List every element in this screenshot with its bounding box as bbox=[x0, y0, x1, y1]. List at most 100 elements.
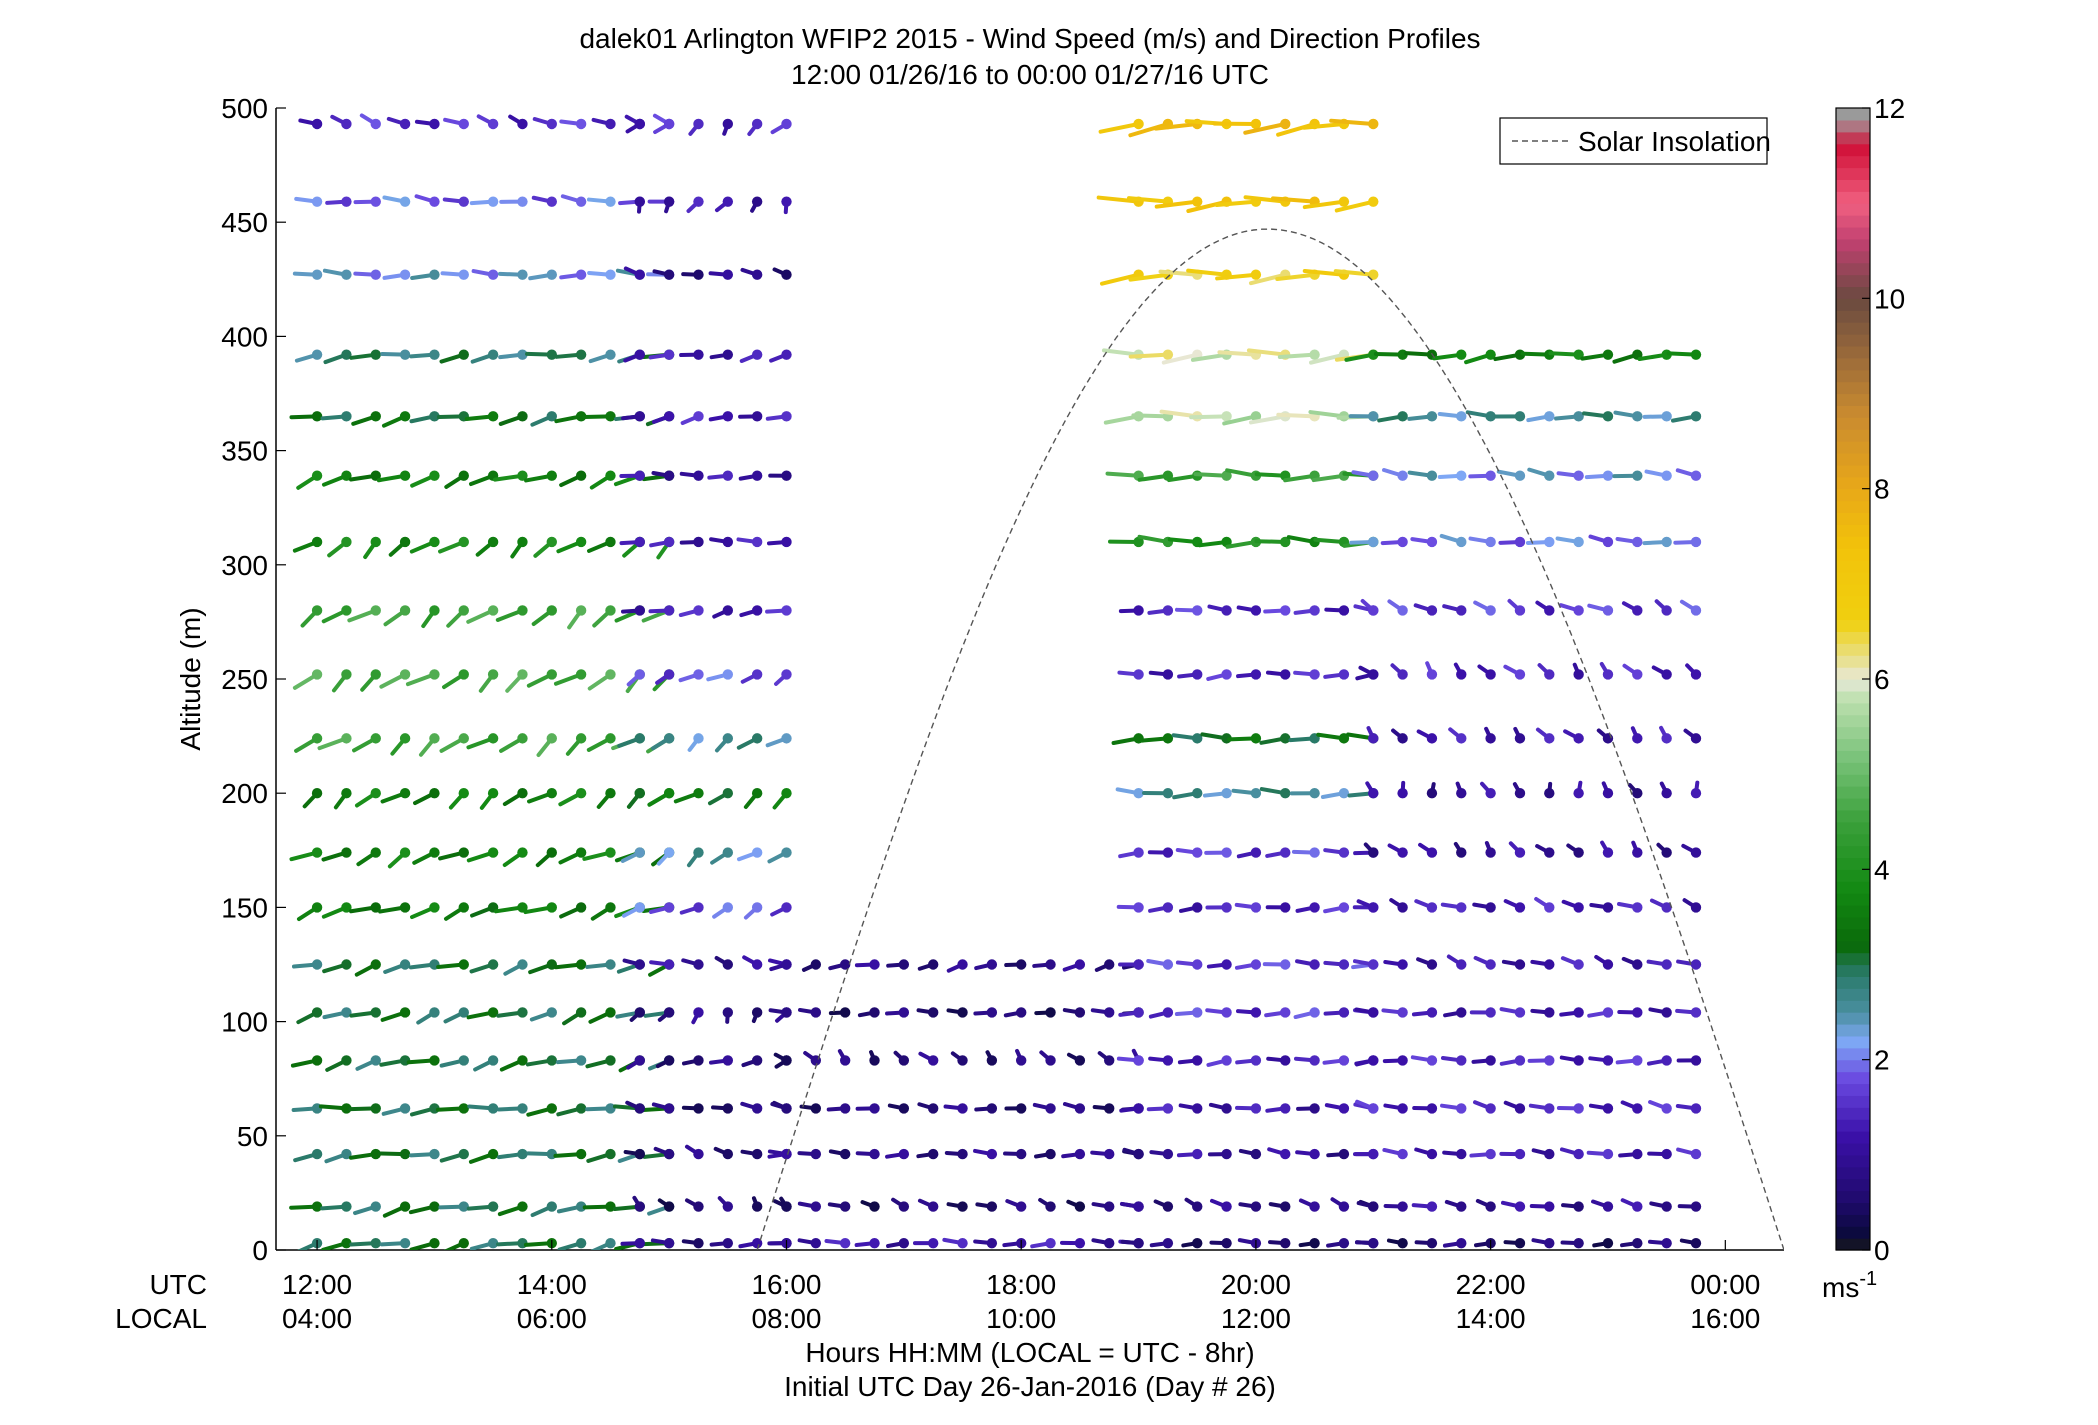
wind-barb-dot bbox=[1690, 788, 1702, 799]
wind-barb-dot bbox=[751, 1201, 763, 1212]
wind-barb-dot bbox=[1514, 1007, 1526, 1018]
wind-barb-staff bbox=[1276, 412, 1317, 419]
wind-barb-dot bbox=[693, 847, 704, 858]
colorbar-swatch bbox=[1836, 940, 1870, 954]
wind-barb-dot bbox=[1426, 788, 1438, 799]
wind-barb-dot bbox=[663, 1055, 675, 1066]
y-tick-label: 300 bbox=[221, 550, 268, 581]
wind-barb-dot bbox=[1280, 1055, 1291, 1066]
wind-barb-dot bbox=[1661, 788, 1672, 799]
colorbar-swatch bbox=[1836, 215, 1870, 228]
wind-barb-dot bbox=[1250, 269, 1262, 280]
wind-barb-dot bbox=[634, 669, 645, 680]
wind-barb-dot bbox=[1280, 1148, 1291, 1160]
wind-barb-dot bbox=[869, 1201, 880, 1212]
wind-barb-dot bbox=[575, 605, 587, 616]
colorbar-swatch bbox=[1836, 631, 1870, 644]
colorbar-swatch bbox=[1836, 310, 1870, 323]
colorbar-swatch bbox=[1836, 226, 1870, 240]
wind-barb-dot bbox=[546, 733, 557, 744]
wind-barb-dot bbox=[1485, 470, 1496, 481]
wind-barb-dot bbox=[1485, 1007, 1496, 1018]
wind-barb-dot bbox=[1368, 536, 1379, 548]
wind-barb-dot bbox=[1426, 605, 1438, 616]
x-tick-label-local: 10:00 bbox=[986, 1303, 1056, 1334]
wind-barb-staff bbox=[1243, 195, 1288, 204]
wind-barb-dot bbox=[1573, 1201, 1584, 1212]
wind-barb-dot bbox=[781, 349, 792, 360]
wind-barb-dot bbox=[487, 959, 499, 970]
wind-barb-dot bbox=[693, 733, 704, 744]
wind-barb-dot bbox=[399, 196, 411, 207]
wind-barb-dot bbox=[311, 733, 323, 744]
wind-barb-dot bbox=[1162, 788, 1174, 799]
wind-barb-dot bbox=[517, 1055, 528, 1066]
wind-barb-dot bbox=[1074, 1007, 1086, 1018]
wind-barb-dot bbox=[1133, 1007, 1144, 1018]
wind-barb-dot bbox=[399, 847, 411, 858]
wind-barb-dot bbox=[751, 411, 763, 422]
wind-barb-dot bbox=[751, 605, 763, 616]
wind-barb-dot bbox=[487, 1201, 499, 1212]
colorbar-swatch bbox=[1836, 119, 1870, 133]
wind-barb-dot bbox=[1485, 959, 1496, 970]
wind-barb-dot bbox=[1602, 1237, 1614, 1249]
wind-barb-dot bbox=[1485, 605, 1496, 616]
wind-barb-dot bbox=[429, 605, 440, 616]
wind-barb-dot bbox=[341, 269, 352, 280]
wind-barb-dot bbox=[1250, 1201, 1262, 1212]
colorbar-swatch bbox=[1836, 1083, 1870, 1096]
wind-barb-dot bbox=[1133, 902, 1144, 913]
wind-barb-dot bbox=[1602, 470, 1614, 481]
wind-barb-dot bbox=[546, 788, 557, 799]
colorbar-unit-exponent: -1 bbox=[1859, 1268, 1877, 1290]
wind-barb-dot bbox=[546, 349, 557, 360]
wind-barb-dot bbox=[839, 1237, 851, 1249]
wind-barb-dot bbox=[1456, 788, 1467, 799]
wind-barb-dot bbox=[1221, 959, 1232, 970]
wind-barb-dot bbox=[986, 1237, 998, 1249]
wind-barb-dot bbox=[311, 411, 323, 422]
x-tick-label-utc: 16:00 bbox=[751, 1269, 821, 1300]
wind-barb-dot bbox=[429, 349, 440, 360]
wind-barb-staff bbox=[1128, 121, 1170, 138]
wind-barb-dot bbox=[1192, 959, 1203, 970]
wind-barb-dot bbox=[1397, 669, 1408, 680]
wind-barb-dot bbox=[429, 411, 440, 422]
wind-barb-dot bbox=[1074, 959, 1086, 970]
colorbar-swatch bbox=[1836, 405, 1870, 418]
wind-barb-dot bbox=[693, 118, 704, 130]
wind-barb-dot bbox=[1573, 788, 1584, 799]
wind-barb-dot bbox=[1192, 1055, 1203, 1066]
wind-barb-dot bbox=[1632, 1055, 1643, 1066]
wind-barb-dot bbox=[1426, 959, 1438, 970]
wind-barb-dot bbox=[1280, 788, 1291, 799]
wind-barb-dot bbox=[1309, 349, 1320, 360]
wind-barb-staff bbox=[1333, 269, 1376, 277]
wind-barb-dot bbox=[663, 411, 675, 422]
wind-barb-dot bbox=[1162, 605, 1174, 616]
wind-barb-dot bbox=[1162, 1201, 1174, 1212]
wind-barb-dot bbox=[1602, 411, 1614, 422]
wind-barb-dot bbox=[1690, 1055, 1702, 1066]
wind-barb-dot bbox=[399, 470, 411, 481]
wind-barb-dot bbox=[1426, 536, 1438, 548]
wind-barb-dot bbox=[1544, 1237, 1555, 1249]
wind-barb-dot bbox=[429, 196, 440, 207]
wind-barb-dot bbox=[1045, 959, 1056, 970]
wind-barb-dot bbox=[341, 1103, 352, 1114]
wind-barb-dot bbox=[575, 1055, 587, 1066]
wind-barb-dot bbox=[341, 1055, 352, 1066]
wind-barb-dot bbox=[517, 902, 528, 913]
wind-barb-dot bbox=[1456, 847, 1467, 858]
wind-barb-dot bbox=[751, 788, 763, 799]
wind-barb-dot bbox=[1250, 669, 1262, 680]
colorbar-swatch bbox=[1836, 690, 1870, 704]
wind-barb-dot bbox=[1661, 669, 1672, 680]
wind-barb-dot bbox=[399, 118, 411, 130]
wind-barb-dot bbox=[399, 959, 411, 970]
wind-barb-dot bbox=[1338, 959, 1350, 970]
wind-barb-dot bbox=[722, 1148, 734, 1160]
wind-barb-dot bbox=[751, 1237, 763, 1249]
wind-barb-dot bbox=[1544, 733, 1555, 744]
